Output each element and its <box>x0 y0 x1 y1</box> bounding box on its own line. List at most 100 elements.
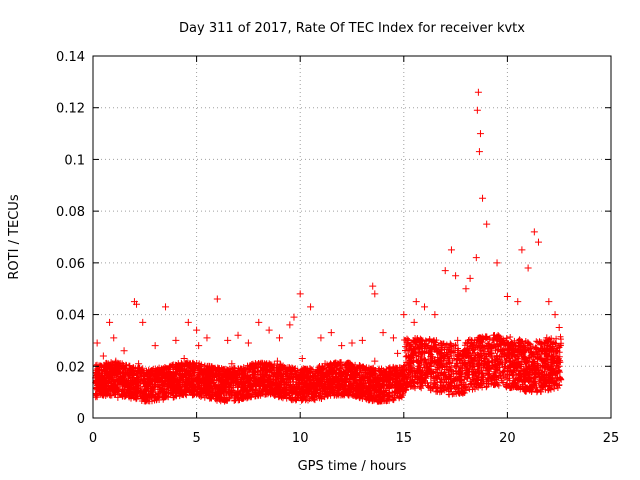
roti-point <box>499 367 507 375</box>
roti-point <box>168 388 176 396</box>
roti-point <box>348 339 356 347</box>
roti-point <box>479 370 487 378</box>
axis-ticks <box>92 55 612 419</box>
roti-point <box>410 318 418 326</box>
roti-point <box>307 303 315 311</box>
roti-point <box>203 334 211 342</box>
roti-points <box>93 88 563 401</box>
roti-point <box>180 355 188 363</box>
roti-point <box>93 339 101 347</box>
roti-point <box>470 339 478 347</box>
y-tick-label: 0.06 <box>56 257 85 272</box>
y-tick-label: 0.1 <box>64 153 85 168</box>
roti-point <box>555 324 563 331</box>
roti-point <box>184 318 192 326</box>
roti-point <box>333 380 341 388</box>
roti-point <box>462 285 470 293</box>
roti-point <box>458 373 466 381</box>
roti-point <box>441 267 449 275</box>
roti-point <box>474 88 482 96</box>
roti-point <box>114 393 122 401</box>
x-tick-label: 10 <box>292 431 309 446</box>
roti-point <box>155 380 163 388</box>
y-tick-label: 0 <box>77 412 85 427</box>
roti-point <box>327 329 335 337</box>
roti-point <box>475 148 483 156</box>
roti-point <box>431 311 439 319</box>
roti-point <box>371 357 379 365</box>
roti-point <box>228 360 236 368</box>
roti-point <box>286 321 294 329</box>
roti-point <box>385 383 393 391</box>
roti-point <box>99 352 107 360</box>
roti-point <box>447 246 455 254</box>
roti-point <box>151 342 159 350</box>
x-tick-label: 15 <box>396 431 413 446</box>
roti-point <box>487 344 495 352</box>
roti-point <box>416 375 424 383</box>
roti-point <box>371 290 379 298</box>
y-tick-label: 0.02 <box>56 360 85 375</box>
roti-point <box>447 370 455 378</box>
roti-point <box>110 334 118 342</box>
roti-point <box>396 380 404 388</box>
roti-point <box>452 272 460 280</box>
roti-point <box>412 298 420 306</box>
roti-point <box>534 238 542 246</box>
roti-point <box>265 326 273 334</box>
roti-point <box>421 303 429 311</box>
roti-point <box>126 386 134 394</box>
roti-point <box>162 303 170 311</box>
roti-point <box>251 365 259 373</box>
roti-point <box>224 336 232 344</box>
roti-point <box>406 378 414 386</box>
roti-point <box>389 334 397 342</box>
roti-point <box>524 264 532 272</box>
x-axis-label: GPS time / hours <box>298 459 407 474</box>
roti-point <box>135 360 143 368</box>
roti-point <box>545 298 553 306</box>
roti-point <box>157 365 165 373</box>
roti-point <box>95 388 103 396</box>
roti-point <box>282 386 290 394</box>
roti-point <box>483 220 491 228</box>
x-tick-label: 0 <box>89 431 97 446</box>
roti-point <box>510 370 518 378</box>
roti-point <box>454 336 462 344</box>
roti-point <box>555 362 563 370</box>
grid-layer <box>93 56 611 418</box>
roti-point <box>379 329 387 337</box>
roti-point <box>139 318 147 326</box>
roti-point <box>205 362 213 370</box>
roti-point <box>476 130 484 138</box>
roti-point <box>468 367 476 375</box>
roti-point <box>193 326 201 334</box>
roti-point <box>473 106 481 114</box>
roti-point <box>323 388 331 396</box>
roti-point <box>541 365 549 373</box>
roti-point <box>290 313 298 321</box>
roti-point <box>317 334 325 342</box>
roti-point <box>365 388 373 396</box>
x-tick-label: 20 <box>499 431 516 446</box>
roti-point <box>240 386 248 394</box>
roti-point <box>394 349 402 357</box>
roti-point <box>234 331 242 339</box>
roti-point <box>296 290 304 298</box>
roti-point <box>354 383 362 391</box>
roti-point <box>346 362 354 370</box>
roti-point <box>101 383 109 391</box>
roti-point <box>543 334 551 342</box>
roti-point <box>518 246 526 254</box>
roti-point <box>261 383 269 391</box>
roti-point <box>251 388 259 396</box>
roti-point <box>271 391 279 399</box>
roti-point <box>302 383 310 391</box>
roti-point <box>255 318 263 326</box>
roti-point <box>230 391 238 399</box>
roti-point <box>435 342 443 350</box>
roti-point <box>344 386 352 394</box>
roti-point <box>172 336 180 344</box>
roti-point <box>178 383 186 391</box>
